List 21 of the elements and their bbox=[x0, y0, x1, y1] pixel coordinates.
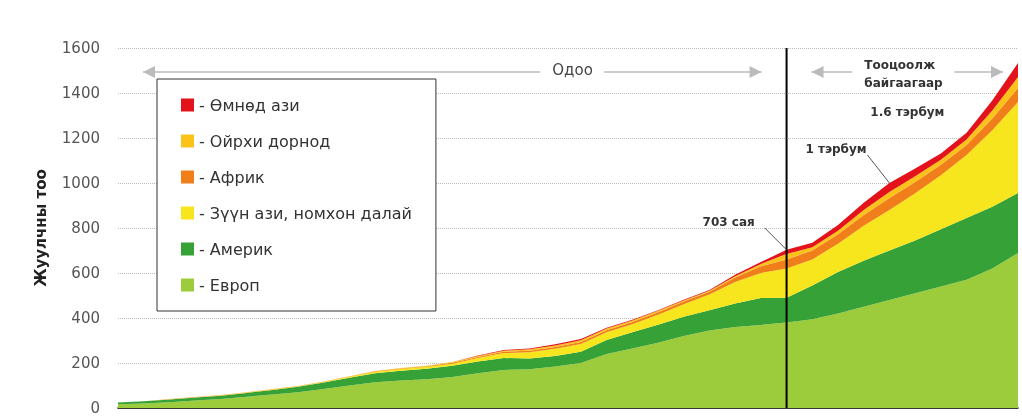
legend-label: - Европ bbox=[199, 275, 260, 295]
annotation: Тооцоолж байгаагаар bbox=[864, 58, 944, 90]
legend-label: - Африк bbox=[199, 167, 266, 187]
y-tick-label: 600 bbox=[71, 264, 100, 282]
legend-label: - Зүүн ази, номхон далай bbox=[199, 203, 412, 223]
y-tick-label: 0 bbox=[90, 399, 100, 416]
annotation: Одоо bbox=[552, 60, 593, 79]
y-tick-label: 1600 bbox=[61, 39, 100, 57]
y-tick-label: 1000 bbox=[61, 174, 100, 192]
y-axis-title: Жуулчны тоо bbox=[31, 169, 50, 287]
legend-label: - Өмнөд ази bbox=[199, 95, 300, 115]
y-tick-label: 1200 bbox=[61, 129, 100, 147]
y-tick-label: 400 bbox=[71, 309, 100, 327]
legend-label: - Америк bbox=[199, 239, 274, 259]
annotation: 1 тэрбум bbox=[805, 142, 867, 156]
annotation: 1.6 тэрбум bbox=[870, 105, 945, 119]
y-tick-label: 800 bbox=[71, 219, 100, 237]
y-tick-label: 200 bbox=[71, 354, 100, 372]
y-tick-label: 1400 bbox=[61, 84, 100, 102]
legend-label: - Ойрхи дорнод bbox=[199, 131, 331, 151]
annotation: 703 сая bbox=[702, 214, 755, 229]
